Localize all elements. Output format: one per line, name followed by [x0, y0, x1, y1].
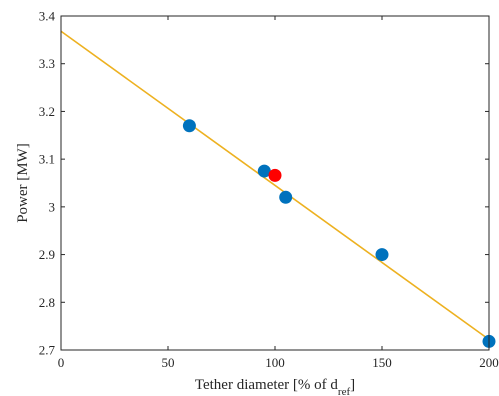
- y-tick-label: 3.4: [39, 9, 56, 24]
- x-tick-label: 150: [372, 355, 392, 370]
- data-point: [182, 119, 196, 133]
- data-point: [279, 190, 293, 204]
- y-tick-label: 2.9: [39, 247, 55, 262]
- y-tick-label: 3: [49, 199, 56, 214]
- x-axis-label: Tether diameter [% of dref]: [195, 377, 355, 396]
- y-tick-label: 2.8: [39, 295, 55, 310]
- y-tick-label: 3.2: [39, 104, 55, 119]
- x-tick-label: 100: [265, 355, 285, 370]
- chart-marks: [60, 30, 496, 348]
- reference-point: [268, 168, 282, 182]
- plot-background: [61, 16, 489, 350]
- x-tick-label: 200: [479, 355, 499, 370]
- axis-ticks: 0 50 100 150 200 2.7 2.8 2.9 3 3.1 3.2 3.3 3.4: [39, 9, 499, 371]
- data-point: [257, 164, 271, 178]
- data-point: [375, 248, 389, 262]
- fit-line: [60, 30, 490, 341]
- y-axis-label: Power [MW]: [15, 143, 31, 223]
- x-tick-label: 50: [162, 355, 175, 370]
- y-tick-label: 3.1: [39, 152, 55, 167]
- y-tick-label: 3.3: [39, 56, 55, 71]
- x-tick-label: 0: [58, 355, 65, 370]
- x-axis-label-subscript: ref: [338, 386, 351, 396]
- y-tick-label: 2.7: [39, 343, 56, 358]
